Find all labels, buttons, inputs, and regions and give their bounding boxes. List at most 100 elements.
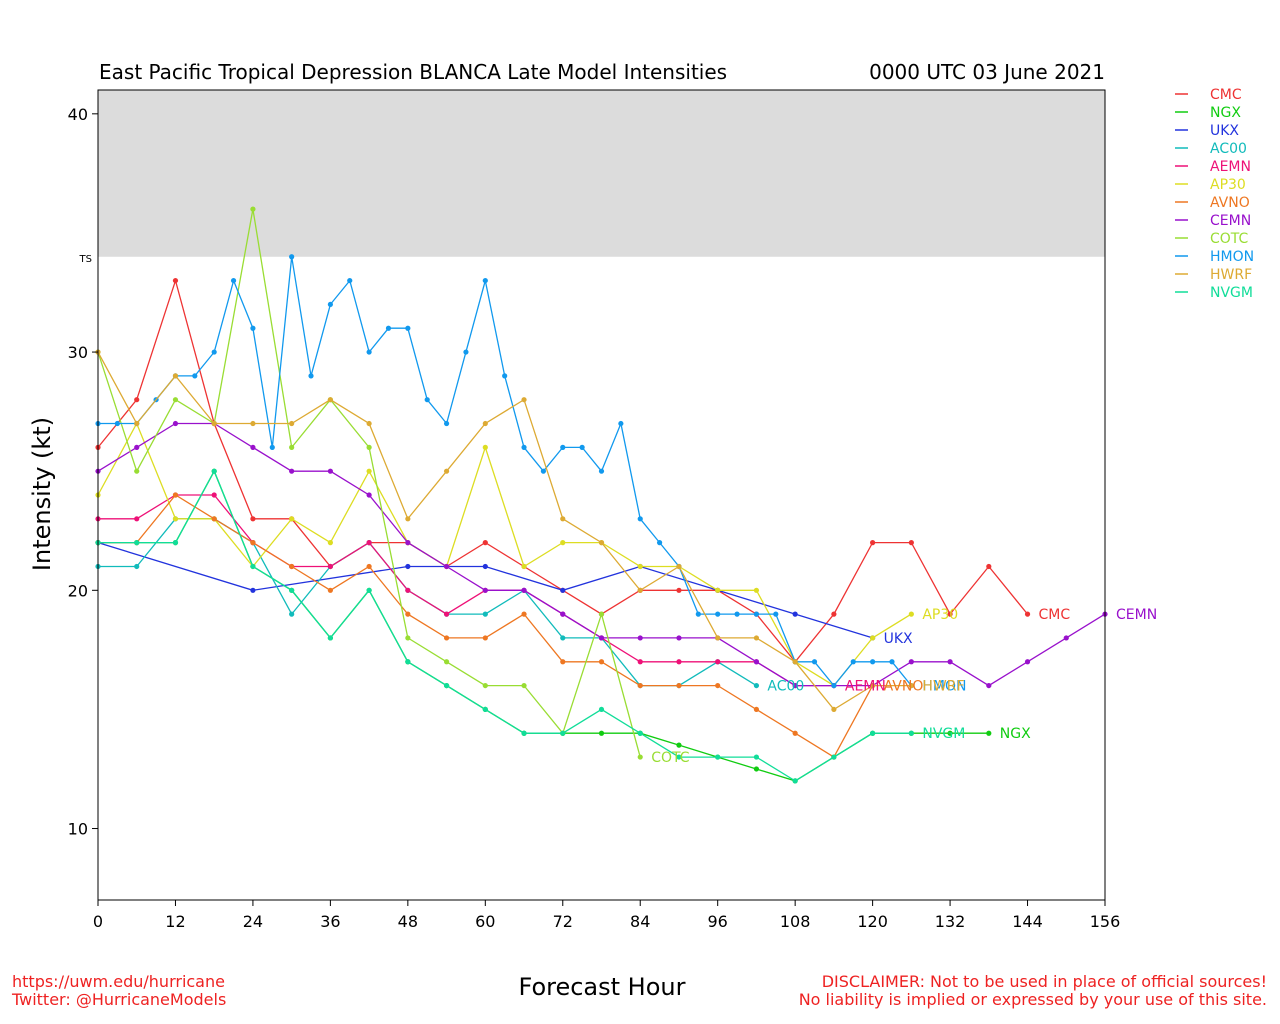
ts-shade-rect <box>98 90 1105 257</box>
legend-label: AEMN <box>1210 159 1251 175</box>
x-tick-label: 0 <box>93 912 103 931</box>
data-point-hmon <box>521 444 527 450</box>
data-point-avno <box>405 611 411 617</box>
data-point-nvgm <box>250 563 256 570</box>
data-point-ac00 <box>482 611 488 617</box>
x-tick-label: 108 <box>780 912 811 931</box>
data-point-cemn <box>598 635 605 641</box>
data-point-avno <box>366 563 372 570</box>
data-point-ukx <box>792 611 798 617</box>
data-point-nvgm <box>172 540 179 546</box>
series-line-cotc <box>97 208 641 758</box>
data-point-hmon <box>889 659 895 665</box>
data-point-ac00 <box>289 611 295 617</box>
data-point-ac00 <box>753 682 760 689</box>
series-end-label: NVGM <box>922 726 965 742</box>
data-point-ap30 <box>908 611 914 617</box>
footer-url[interactable]: https://uwm.edu/hurricane <box>12 972 225 991</box>
x-tick-label: 24 <box>243 912 263 931</box>
data-point-hwrf <box>598 540 605 546</box>
data-point-hmon <box>656 540 663 546</box>
data-point-aemn <box>715 659 721 665</box>
data-point-cemn <box>1024 659 1031 665</box>
data-point-avno <box>521 611 527 617</box>
data-point-nvgm <box>482 706 488 713</box>
data-point-hwrf <box>792 659 798 665</box>
data-point-hmon <box>327 301 333 308</box>
data-point-cemn <box>986 682 992 689</box>
data-point-cotc <box>134 468 140 474</box>
data-point-cotc <box>366 444 372 450</box>
series-end-label: AEMN <box>845 679 886 695</box>
data-point-cemn <box>405 540 411 546</box>
series-line-nvgm <box>98 469 912 782</box>
data-point-nvgm <box>366 587 372 593</box>
y-tick-label: 20 <box>68 581 88 600</box>
data-point-aemn <box>676 659 682 665</box>
data-point-hwrf <box>753 635 760 641</box>
data-point-avno <box>637 682 643 689</box>
legend-label: AVNO <box>1210 195 1250 211</box>
series-line-hwrf <box>97 351 912 711</box>
data-point-cotc <box>405 635 411 641</box>
data-point-hwrf <box>637 587 643 593</box>
data-point-cmc <box>134 397 140 403</box>
series-end-label: AC00 <box>767 679 804 695</box>
legend-entry: AC00 <box>1175 141 1247 157</box>
data-point-hwrf <box>172 373 179 379</box>
x-tick-label: 120 <box>857 912 888 931</box>
data-point-avno <box>676 682 682 689</box>
data-point-hmon <box>269 444 275 450</box>
data-point-avno <box>482 635 488 641</box>
data-point-cemn <box>792 682 798 689</box>
data-point-hmon <box>811 659 818 665</box>
data-point-aemn <box>327 563 333 570</box>
data-point-avno <box>598 659 605 665</box>
x-tick-label: 60 <box>475 912 495 931</box>
data-point-ac00 <box>134 563 140 570</box>
data-point-cmc <box>870 540 876 546</box>
data-point-cemn <box>172 420 179 427</box>
data-point-hmon <box>424 397 430 403</box>
legend-entry: NGX <box>1175 105 1241 121</box>
data-point-hmon <box>870 659 876 665</box>
x-tick-label: 144 <box>1012 912 1043 931</box>
data-point-hwrf <box>289 420 295 427</box>
chart-subtitle: 0000 UTC 03 June 2021 <box>869 60 1105 84</box>
data-point-hmon <box>695 611 701 617</box>
data-point-cmc <box>676 587 682 593</box>
data-point-cmc <box>482 540 488 546</box>
data-point-ngx <box>598 730 605 736</box>
tropical-storm-shade <box>98 90 1105 257</box>
data-point-cemn <box>637 635 643 641</box>
series-line-cemn <box>97 422 1106 687</box>
data-point-nvgm <box>560 730 566 736</box>
y-tick-label: 30 <box>68 343 88 362</box>
legend-entry: CEMN <box>1175 213 1251 229</box>
data-point-hwrf <box>482 420 488 427</box>
series-line-aemn <box>98 494 834 687</box>
data-point-hwrf <box>443 468 450 474</box>
data-point-ngx <box>947 730 953 736</box>
legend-label: UKX <box>1210 123 1239 139</box>
legend-label: NGX <box>1210 105 1241 121</box>
data-point-cotc <box>598 611 605 617</box>
data-point-cmc <box>250 516 256 522</box>
x-tick-label: 132 <box>935 912 966 931</box>
data-point-cotc <box>289 444 295 450</box>
legend-label: AP30 <box>1210 177 1246 193</box>
data-point-ap30 <box>870 635 876 641</box>
data-point-hmon <box>114 420 120 427</box>
x-tick-label: 156 <box>1090 912 1121 931</box>
data-point-hmon <box>443 420 450 427</box>
footer-twitter[interactable]: Twitter: @HurricaneModels <box>11 990 226 1009</box>
data-point-avno <box>560 659 566 665</box>
series-nvgm <box>95 468 914 784</box>
legend-entry: HWRF <box>1175 267 1252 283</box>
data-point-cemn <box>908 659 914 665</box>
series-avno <box>95 492 876 760</box>
data-point-avno <box>792 730 798 736</box>
data-point-hwrf <box>908 682 914 689</box>
data-point-cotc <box>482 682 488 689</box>
data-point-nvgm <box>637 730 643 736</box>
